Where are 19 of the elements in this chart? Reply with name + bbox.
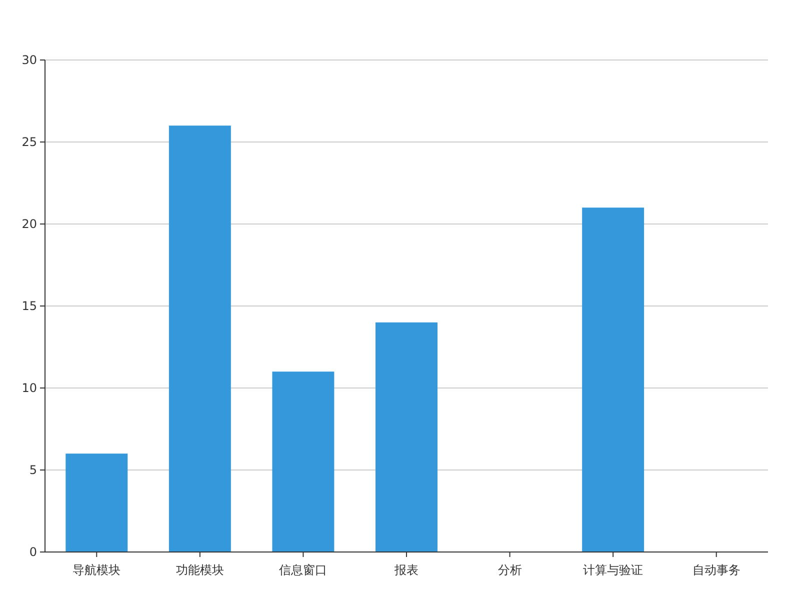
y-tick-label: 30	[22, 53, 37, 67]
x-tick-label: 自动事务	[692, 563, 740, 577]
y-tick-label: 15	[22, 299, 37, 313]
x-tick-label: 报表	[394, 563, 418, 577]
bar	[272, 372, 334, 552]
y-tick-label: 25	[22, 135, 37, 149]
bar	[376, 322, 438, 552]
x-tick-label: 功能模块	[176, 563, 224, 577]
y-tick-label: 0	[29, 545, 37, 559]
y-tick-label: 10	[22, 381, 37, 395]
x-tick-label: 计算与验证	[583, 563, 644, 577]
bar	[582, 208, 644, 552]
y-tick-label: 5	[29, 463, 37, 477]
bar	[168, 126, 231, 552]
x-tick-label: 分析	[498, 563, 522, 577]
x-tick-label: 导航模块	[72, 563, 121, 577]
y-tick-label: 20	[22, 217, 37, 231]
bar	[66, 454, 128, 552]
x-tick-label: 信息窗口	[279, 563, 328, 577]
